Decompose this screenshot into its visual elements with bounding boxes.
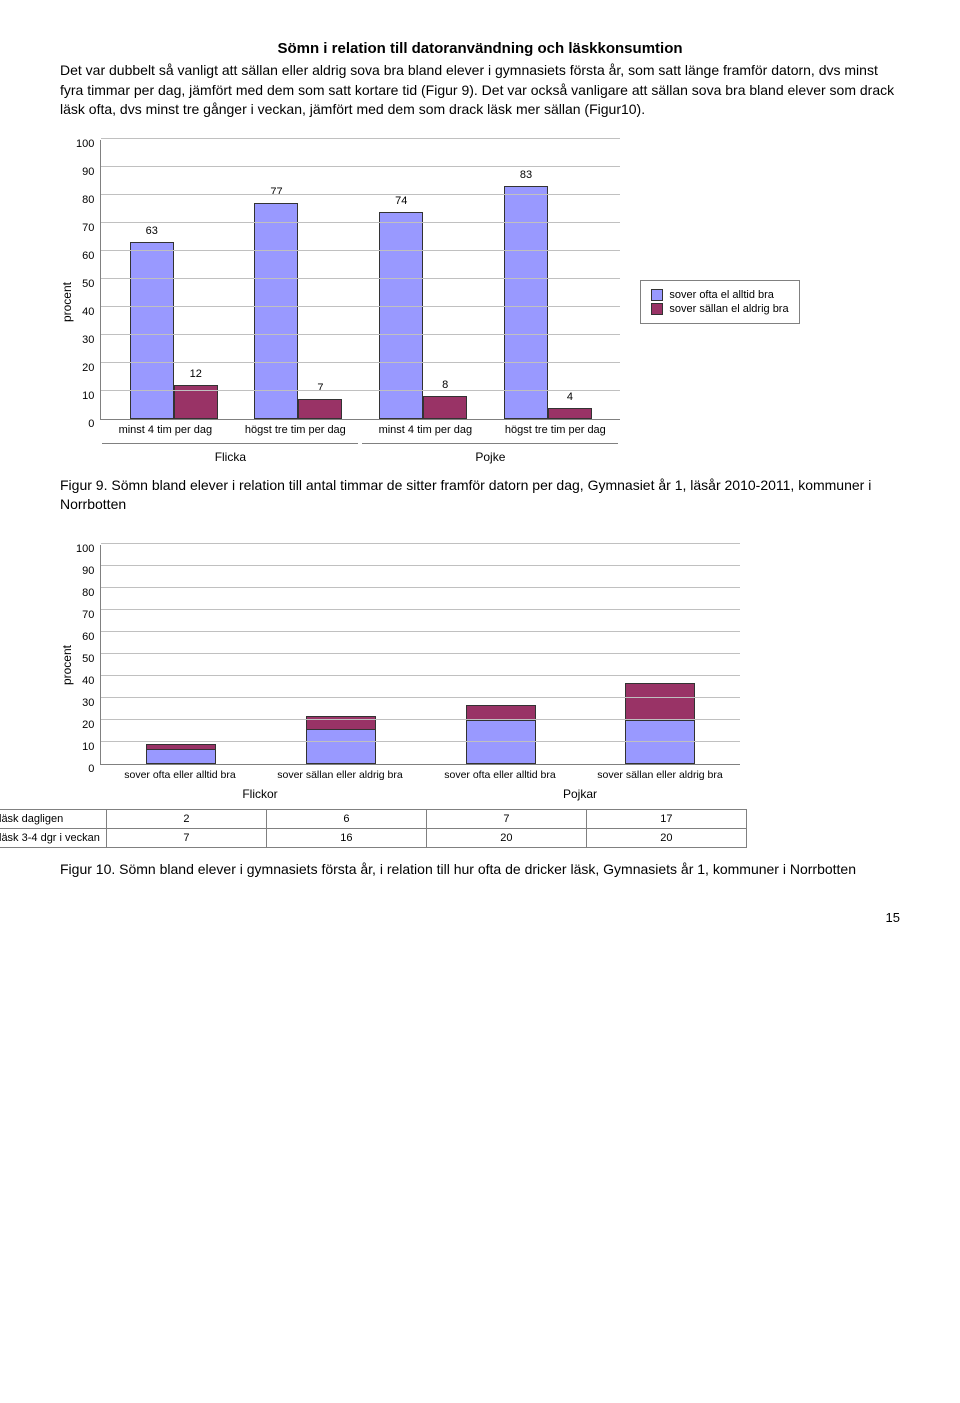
chart1-xtick-label: minst 4 tim per dag bbox=[360, 420, 490, 436]
chart2-bar-group bbox=[261, 716, 421, 764]
chart2-xtick-label: sover sällan eller aldrig bra bbox=[260, 765, 420, 781]
chart2-segment bbox=[466, 720, 536, 764]
legend-swatch bbox=[651, 303, 663, 315]
table-cell: 20 bbox=[586, 828, 746, 847]
table-cell: 6 bbox=[266, 809, 426, 828]
chart2-xticks: sover ofta eller alltid brasover sällan … bbox=[100, 765, 740, 781]
chart1-bar-group: 6312 bbox=[111, 242, 236, 418]
chart1-bar-value: 7 bbox=[299, 382, 341, 394]
chart1-xtick-label: högst tre tim per dag bbox=[490, 420, 620, 436]
table-cell: 2 bbox=[106, 809, 266, 828]
chart2-xtick-label: sover ofta eller alltid bra bbox=[420, 765, 580, 781]
chart1-xsupergroups: FlickaPojke bbox=[100, 436, 620, 464]
chart1-bar: 4 bbox=[548, 408, 592, 419]
chart2-segment bbox=[466, 705, 536, 720]
chart1-bar: 8 bbox=[423, 396, 467, 418]
chart2-xsupergroups: FlickorPojkar bbox=[100, 781, 740, 801]
chart-1: procent 1009080706050403020100 631277774… bbox=[60, 140, 900, 464]
chart1-supergroup-label: Pojke bbox=[362, 443, 618, 464]
intro-paragraph: Det var dubbelt så vanligt att sällan el… bbox=[60, 61, 900, 120]
table-series-label: läsk 3-4 dgr i veckan bbox=[0, 832, 100, 844]
chart2-bar-group bbox=[421, 705, 581, 764]
chart2-supergroup-label: Flickor bbox=[102, 783, 418, 801]
chart2-stacked-bar bbox=[146, 744, 216, 764]
figure-9-caption: Figur 9. Sömn bland elever i relation ti… bbox=[60, 476, 900, 515]
chart2-bar-group bbox=[101, 744, 261, 764]
section-title: Sömn i relation till datoranvändning och… bbox=[60, 40, 900, 57]
chart1-ylabel: procent bbox=[60, 282, 74, 322]
chart2-plot-area bbox=[100, 545, 740, 765]
chart1-yaxis: 1009080706050403020100 bbox=[76, 140, 100, 420]
chart2-ylabel: procent bbox=[60, 645, 74, 685]
chart2-stacked-bar bbox=[306, 716, 376, 764]
chart1-xticks: minst 4 tim per daghögst tre tim per dag… bbox=[100, 420, 620, 436]
chart2-supergroup-label: Pojkar bbox=[422, 783, 738, 801]
chart1-bar: 63 bbox=[130, 242, 174, 418]
table-cell: 16 bbox=[266, 828, 426, 847]
chart1-bar-value: 74 bbox=[380, 195, 422, 207]
chart1-bar-value: 83 bbox=[505, 169, 547, 181]
chart2-segment bbox=[625, 720, 695, 764]
chart1-bar-value: 77 bbox=[255, 186, 297, 198]
chart2-stacked-bar bbox=[625, 683, 695, 764]
table-cell: 7 bbox=[106, 828, 266, 847]
chart2-data-table: läsk dagligen26717läsk 3-4 dgr i veckan7… bbox=[0, 809, 747, 848]
chart1-xtick-label: minst 4 tim per dag bbox=[100, 420, 230, 436]
chart1-bar: 77 bbox=[254, 203, 298, 419]
chart2-bar-group bbox=[581, 683, 741, 764]
chart2-yaxis: 1009080706050403020100 bbox=[76, 545, 100, 765]
chart2-segment bbox=[146, 749, 216, 764]
table-cell: 7 bbox=[426, 809, 586, 828]
chart1-bar-value: 12 bbox=[175, 368, 217, 380]
legend-item: sover sällan el aldrig bra bbox=[651, 303, 788, 315]
chart2-segment bbox=[306, 729, 376, 764]
table-row: läsk dagligen 26717 bbox=[0, 809, 746, 828]
chart2-xtick-label: sover sällan eller aldrig bra bbox=[580, 765, 740, 781]
table-row-header: läsk dagligen bbox=[0, 809, 106, 828]
legend-label: sover sällan el aldrig bra bbox=[669, 303, 788, 315]
table-row: läsk 3-4 dgr i veckan7162020 bbox=[0, 828, 746, 847]
chart1-bar: 7 bbox=[298, 399, 342, 419]
table-series-label: läsk dagligen bbox=[0, 813, 63, 825]
legend-swatch bbox=[651, 289, 663, 301]
chart1-bar-value: 4 bbox=[549, 391, 591, 403]
chart2-segment bbox=[306, 716, 376, 729]
figure-10-caption: Figur 10. Sömn bland elever i gymnasiets… bbox=[60, 860, 900, 880]
page-number: 15 bbox=[60, 910, 900, 925]
chart1-xtick-label: högst tre tim per dag bbox=[230, 420, 360, 436]
chart-2: procent 1009080706050403020100 sover oft… bbox=[60, 545, 900, 801]
chart2-segment bbox=[625, 683, 695, 720]
chart2-xtick-label: sover ofta eller alltid bra bbox=[100, 765, 260, 781]
chart2-stacked-bar bbox=[466, 705, 536, 764]
chart1-legend: sover ofta el alltid bra sover sällan el … bbox=[640, 280, 799, 324]
chart1-bar-value: 63 bbox=[131, 225, 173, 237]
table-cell: 20 bbox=[426, 828, 586, 847]
legend-label: sover ofta el alltid bra bbox=[669, 289, 774, 301]
legend-item: sover ofta el alltid bra bbox=[651, 289, 788, 301]
chart1-bar: 74 bbox=[379, 212, 423, 419]
chart1-plot-area: 6312777748834 bbox=[100, 140, 620, 420]
chart1-bar-group: 777 bbox=[236, 203, 361, 419]
table-cell: 17 bbox=[586, 809, 746, 828]
chart1-bar-group: 748 bbox=[361, 212, 486, 419]
table-row-header: läsk 3-4 dgr i veckan bbox=[0, 828, 106, 847]
chart1-supergroup-label: Flicka bbox=[102, 443, 358, 464]
